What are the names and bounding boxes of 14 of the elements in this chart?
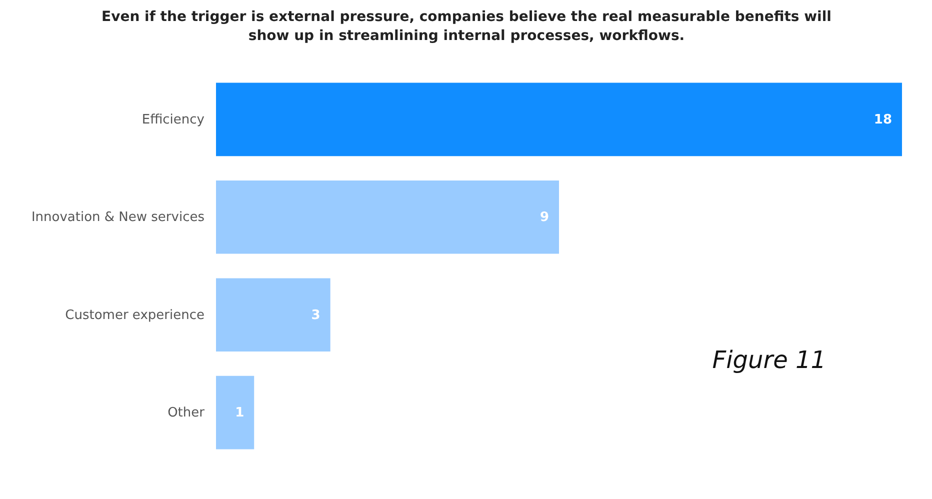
y-tick-label: Customer experience	[65, 308, 204, 323]
y-tick-label: Efficiency	[142, 112, 205, 128]
bar	[216, 278, 330, 352]
bar	[216, 180, 559, 254]
data-label: 1	[235, 406, 244, 421]
data-label: 3	[311, 308, 320, 323]
bar	[216, 376, 254, 450]
y-tick-label: Innovation & New services	[31, 210, 205, 226]
annotation: Figure 11	[712, 346, 826, 374]
data-label: 9	[540, 210, 549, 226]
bar	[216, 82, 902, 156]
data-label: 18	[874, 112, 892, 128]
chart-title: Even if the trigger is external pressure, companies believe the real measurable benefits will show up in streamlining internal processes, workflows.	[102, 9, 832, 44]
y-tick-label: Other	[168, 406, 206, 421]
